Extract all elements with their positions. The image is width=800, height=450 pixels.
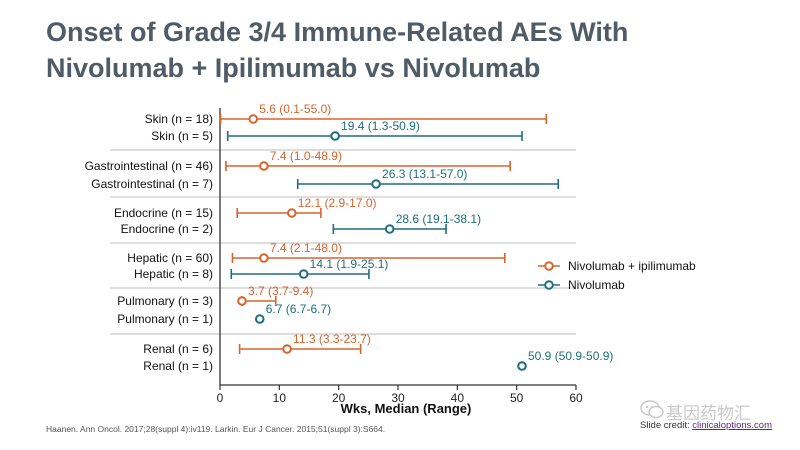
data-label: 5.6 (0.1-55.0) [259,102,331,116]
data-label: 7.4 (1.0-48.9) [270,149,342,163]
reference-text: Haanen. Ann Oncol. 2017;28(suppl 4):iv11… [46,424,386,434]
median-marker [298,269,309,279]
credit-prefix: Slide credit: [639,420,693,431]
data-label: 6.7 (6.7-6.7) [266,302,331,316]
row-label: Gastrointestinal (n = 46) [85,159,213,173]
legend-marker [544,280,554,290]
median-marker [330,131,340,141]
row-label: Skin (n = 5) [151,129,213,143]
data-label: 7.4 (2.1-48.0) [270,241,342,255]
data-label: 28.6 (19.1-38.1) [396,212,481,226]
row-label: Endocrine (n = 15) [114,206,213,220]
row-label: Renal (n = 6) [143,342,213,356]
row-label: Gastrointestinal (n = 7) [91,177,213,191]
median-marker [286,208,297,218]
slide-credit: Slide credit: clinicaloptions.com [640,420,772,431]
title-line-2: Nivolumab + Ipilimumab vs Nivolumab [46,53,541,83]
data-label: 12.1 (2.9-17.0) [298,196,377,210]
x-tick-label: 50 [510,391,524,405]
wechat-icon [640,400,664,419]
data-label: 3.7 (3.7-9.4) [248,284,313,298]
data-label: 19.4 (1.3-50.9) [341,119,420,133]
legend-label: Nivolumab [568,278,625,292]
watermark-text: 基因药物汇 [666,404,751,424]
x-tick-label: 30 [391,391,405,405]
median-marker [371,179,381,189]
data-label: 26.3 (13.1-57.0) [382,167,467,181]
median-marker [254,314,265,324]
legend-marker [544,261,554,271]
x-tick-label: 0 [217,391,224,405]
data-label: 50.9 (50.9-50.9) [528,349,613,363]
row-label: Hepatic (n = 60) [127,251,213,265]
row-label: Hepatic (n = 8) [134,267,213,281]
x-tick-label: 60 [569,391,583,405]
row-label: Skin (n = 18) [145,112,213,126]
credit-link[interactable]: clinicaloptions.com [692,420,772,431]
median-marker [237,296,247,306]
x-tick-label: 10 [273,391,287,405]
x-tick-label: 40 [451,391,465,405]
x-axis-title: Wks, Median (Range) [341,401,472,416]
row-label: Pulmonary (n = 3) [117,294,213,308]
row-label: Renal (n = 1) [143,359,213,373]
row-label: Pulmonary (n = 1) [117,312,213,326]
median-marker [517,361,527,371]
data-label: 11.3 (3.3-23.7) [293,332,371,346]
median-marker [384,224,395,234]
median-marker [259,253,269,263]
legend-label: Nivolumab + ipilimumab [568,259,696,273]
median-marker [282,344,292,354]
row-label: Endocrine (n = 2) [121,222,213,236]
data-label: 14.1 (1.9-25.1) [310,257,389,271]
median-marker [248,114,259,124]
median-marker [259,161,269,171]
x-tick-label: 20 [332,391,346,405]
watermark: 基因药物汇 [640,395,765,424]
page-title: Onset of Grade 3/4 Immune-Related AEs Wi… [46,14,766,86]
title-line-1: Onset of Grade 3/4 Immune-Related AEs Wi… [46,17,629,47]
